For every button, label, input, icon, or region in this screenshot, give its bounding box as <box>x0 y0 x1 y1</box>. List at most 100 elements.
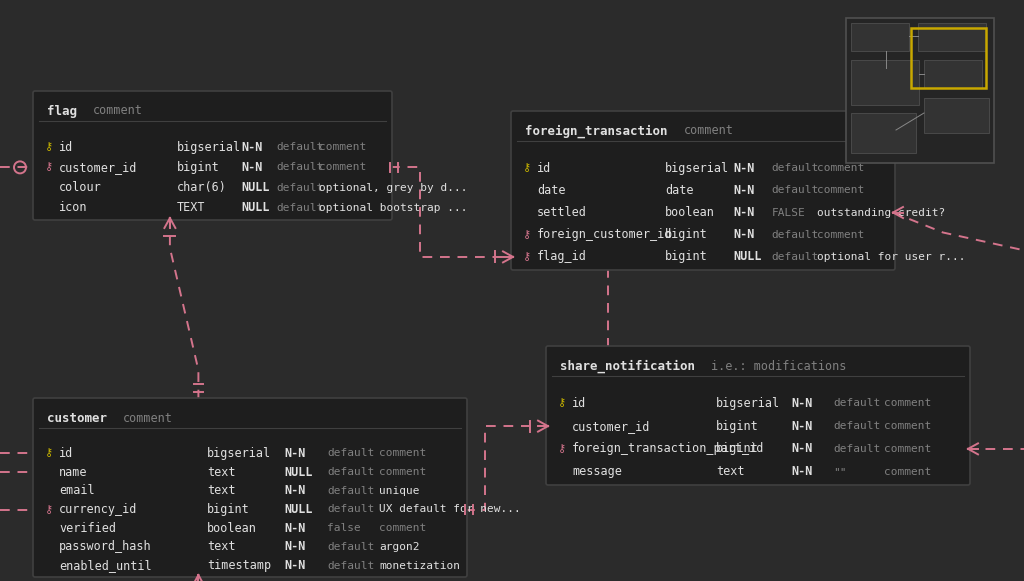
Text: date: date <box>537 184 565 197</box>
Text: default: default <box>328 486 375 496</box>
Text: ⚷: ⚷ <box>45 449 53 458</box>
Text: colour: colour <box>59 181 101 194</box>
Text: unique: unique <box>379 486 420 496</box>
Text: FALSE: FALSE <box>771 207 805 217</box>
FancyBboxPatch shape <box>33 91 392 220</box>
Text: default: default <box>276 142 324 152</box>
Text: bigserial: bigserial <box>716 397 780 410</box>
Text: bigint: bigint <box>665 228 708 241</box>
Text: NULL: NULL <box>285 503 313 516</box>
Text: ⚷: ⚷ <box>558 399 566 408</box>
Text: settled: settled <box>537 206 587 219</box>
Text: bigint: bigint <box>716 419 759 433</box>
Bar <box>851 113 916 153</box>
Text: id: id <box>537 162 551 175</box>
Text: default: default <box>276 162 324 173</box>
Text: ⚷: ⚷ <box>523 163 531 173</box>
Text: bigserial: bigserial <box>665 162 729 175</box>
Text: verified: verified <box>59 522 116 535</box>
Bar <box>846 18 994 163</box>
Text: password_hash: password_hash <box>59 540 152 554</box>
Text: comment: comment <box>884 467 931 476</box>
Text: comment: comment <box>319 142 367 152</box>
Text: default: default <box>328 561 375 571</box>
Text: ⚷: ⚷ <box>558 444 566 454</box>
Text: N-N: N-N <box>792 397 813 410</box>
Text: default: default <box>328 542 375 552</box>
Text: N-N: N-N <box>285 485 306 497</box>
Text: customer_id: customer_id <box>59 161 137 174</box>
Text: N-N: N-N <box>733 206 755 219</box>
Text: default: default <box>771 163 818 173</box>
Bar <box>911 28 986 88</box>
Text: default: default <box>276 182 324 193</box>
FancyBboxPatch shape <box>546 346 970 485</box>
Text: currency_id: currency_id <box>59 503 137 516</box>
Bar <box>851 60 919 105</box>
Text: N-N: N-N <box>285 540 306 554</box>
Text: default: default <box>771 229 818 240</box>
Text: boolean: boolean <box>665 206 715 219</box>
Text: optional, grey by d...: optional, grey by d... <box>319 182 468 193</box>
Text: comment: comment <box>319 162 367 173</box>
Text: N-N: N-N <box>733 162 755 175</box>
Text: N-N: N-N <box>285 522 306 535</box>
Text: ⚷: ⚷ <box>45 504 53 515</box>
FancyBboxPatch shape <box>33 398 467 577</box>
Text: default: default <box>771 185 818 195</box>
Text: NULL: NULL <box>285 465 313 479</box>
Text: false: false <box>328 523 361 533</box>
Text: name: name <box>59 465 87 479</box>
Text: boolean: boolean <box>207 522 257 535</box>
Text: comment: comment <box>93 105 143 117</box>
Text: text: text <box>207 465 236 479</box>
Text: comment: comment <box>379 523 426 533</box>
Text: bigint: bigint <box>207 503 250 516</box>
Text: comment: comment <box>379 449 426 458</box>
Text: comment: comment <box>884 421 931 431</box>
Text: monetization: monetization <box>379 561 460 571</box>
Text: NULL: NULL <box>733 250 762 263</box>
Text: comment: comment <box>884 399 931 408</box>
Text: message: message <box>572 465 622 478</box>
Text: outstanding credit?: outstanding credit? <box>817 207 945 217</box>
Text: bigint: bigint <box>177 161 220 174</box>
Bar <box>851 23 909 51</box>
Text: share_notification: share_notification <box>560 359 695 372</box>
Text: flag_id: flag_id <box>537 250 587 263</box>
Text: optional bootstrap ...: optional bootstrap ... <box>319 203 468 213</box>
Text: default: default <box>834 399 881 408</box>
Text: id: id <box>59 447 74 460</box>
Text: bigserial: bigserial <box>177 141 241 153</box>
Text: comment: comment <box>817 229 864 240</box>
Text: comment: comment <box>379 467 426 477</box>
Text: ⚷: ⚷ <box>523 229 531 240</box>
FancyBboxPatch shape <box>511 111 895 270</box>
Text: ⚷: ⚷ <box>45 162 53 173</box>
Text: timestamp: timestamp <box>207 559 271 572</box>
Text: enabled_until: enabled_until <box>59 559 152 572</box>
Text: char(6): char(6) <box>177 181 227 194</box>
Bar <box>924 60 982 88</box>
Bar <box>918 23 986 51</box>
Text: icon: icon <box>59 202 87 214</box>
Text: i.e.: modifications: i.e.: modifications <box>711 360 847 372</box>
Text: customer: customer <box>47 411 106 425</box>
Text: UX default for new...: UX default for new... <box>379 504 521 515</box>
Text: N-N: N-N <box>241 161 262 174</box>
Text: N-N: N-N <box>285 559 306 572</box>
Text: bigserial: bigserial <box>207 447 271 460</box>
Text: bigint: bigint <box>665 250 708 263</box>
Text: N-N: N-N <box>241 141 262 153</box>
Text: argon2: argon2 <box>379 542 420 552</box>
Text: ⚷: ⚷ <box>45 142 53 152</box>
Text: comment: comment <box>817 185 864 195</box>
Text: N-N: N-N <box>792 419 813 433</box>
Text: default: default <box>834 444 881 454</box>
Text: N-N: N-N <box>733 184 755 197</box>
Text: NULL: NULL <box>241 202 269 214</box>
Text: "": "" <box>834 467 847 476</box>
Text: date: date <box>665 184 693 197</box>
Text: id: id <box>59 141 74 153</box>
Text: N-N: N-N <box>792 465 813 478</box>
